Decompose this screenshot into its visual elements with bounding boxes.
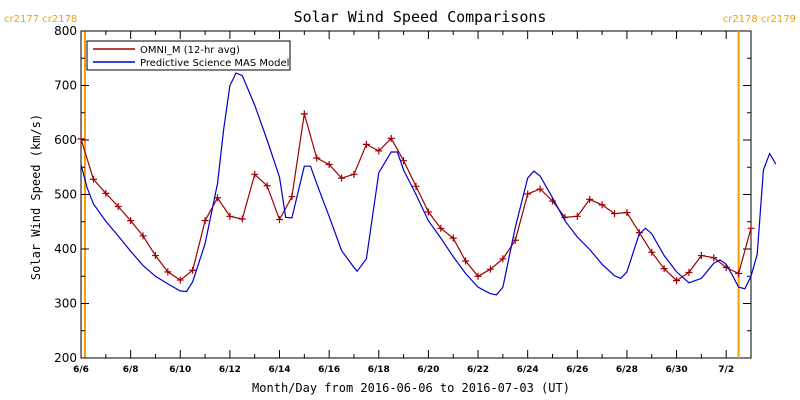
series-point-0-9 (189, 266, 197, 274)
series-point-0-21 (338, 174, 346, 182)
series-layer (77, 72, 777, 296)
series-point-0-15 (263, 182, 271, 190)
x-tick-label-6/6: 6/6 (73, 365, 89, 375)
series-point-0-24 (375, 147, 383, 155)
series-point-0-16 (276, 216, 284, 224)
x-tick-label-6/28: 6/28 (616, 365, 638, 375)
x-tick-label-6/16: 6/16 (318, 365, 340, 375)
series-point-0-4 (127, 217, 135, 225)
x-tick-label-6/14: 6/14 (268, 365, 290, 375)
series-line-0 (80, 113, 752, 282)
series-point-0-25 (387, 134, 395, 142)
chart-title: Solar Wind Speed Comparisons (294, 8, 547, 26)
series-point-0-54 (747, 224, 755, 232)
x-tick-label-6/22: 6/22 (467, 365, 489, 375)
series-point-0-17 (288, 193, 296, 201)
series-point-0-42 (598, 201, 606, 209)
series-point-0-6 (151, 252, 159, 260)
series-point-0-14 (251, 170, 259, 178)
series-point-0-34 (499, 255, 507, 263)
series-point-0-10 (201, 217, 209, 225)
series-point-0-29 (437, 224, 445, 232)
y-tick-label-800: 800 (54, 24, 77, 38)
series-point-0-23 (362, 140, 370, 148)
series-point-0-53 (735, 270, 743, 278)
x-tick-label-6/24: 6/24 (517, 365, 539, 375)
series-point-0-48 (673, 277, 681, 285)
series-point-0-2 (102, 189, 110, 197)
series-point-0-27 (412, 182, 420, 190)
legend-label-omni: OMNI_M (12-hr avg) (140, 45, 240, 56)
x-tick-label-6/20: 6/20 (417, 365, 439, 375)
y-tick-label-200: 200 (54, 351, 77, 365)
series-point-0-12 (226, 212, 234, 220)
series-point-0-47 (660, 265, 668, 273)
series-point-0-32 (474, 272, 482, 280)
series-point-0-49 (685, 268, 693, 276)
series-line-1 (80, 72, 777, 296)
x-tick-label-6/12: 6/12 (219, 365, 241, 375)
series-point-0-31 (462, 257, 470, 265)
series-point-0-40 (573, 212, 581, 220)
series-point-0-30 (449, 234, 457, 242)
series-point-0-26 (400, 157, 408, 165)
series-point-0-43 (611, 210, 619, 218)
carrington-label-1: cr2178 cr2179 (723, 14, 796, 25)
y-tick-label-400: 400 (54, 242, 77, 256)
series-point-0-19 (313, 154, 321, 162)
y-tick-label-500: 500 (54, 188, 77, 202)
series-point-0-3 (114, 202, 122, 210)
x-tick-label-6/8: 6/8 (123, 365, 139, 375)
series-point-0-44 (623, 208, 631, 216)
x-tick-label-7/2: 7/2 (718, 365, 734, 375)
y-axis-label: Solar Wind Speed (km/s) (29, 114, 43, 280)
series-point-0-1 (89, 175, 97, 183)
series-point-0-28 (424, 208, 432, 216)
series-point-0-0 (77, 135, 85, 143)
series-point-0-8 (176, 276, 184, 284)
series-point-0-5 (139, 232, 147, 240)
x-tick-label-6/10: 6/10 (169, 365, 191, 375)
series-point-0-50 (697, 252, 705, 260)
series-point-0-37 (536, 185, 544, 193)
x-tick-label-6/30: 6/30 (666, 365, 688, 375)
series-point-0-33 (486, 265, 494, 273)
carrington-label-0: cr2177 cr2178 (4, 14, 77, 25)
x-tick-label-6/26: 6/26 (566, 365, 588, 375)
series-point-0-13 (238, 215, 246, 223)
series-point-0-18 (300, 110, 308, 118)
series-point-0-36 (524, 190, 532, 198)
series-point-0-41 (586, 195, 594, 203)
series-point-0-7 (164, 268, 172, 276)
x-tick-label-6/18: 6/18 (368, 365, 390, 375)
series-point-0-51 (710, 254, 718, 262)
legend-box (86, 40, 291, 71)
series-point-0-46 (648, 248, 656, 256)
x-axis-label: Month/Day from 2016-06-06 to 2016-07-03 … (252, 381, 570, 395)
series-point-0-22 (350, 170, 358, 178)
y-tick-label-700: 700 (54, 79, 77, 93)
legend-label-mas: Predictive Science MAS Model (140, 58, 289, 69)
legend: OMNI_M (12-hr avg) Predictive Science MA… (86, 40, 291, 71)
series-point-0-20 (325, 161, 333, 169)
y-tick-label-600: 600 (54, 133, 77, 147)
axis-ticks: 200 300 400 500 600 700 800 6/6 6/8 6/10 6/12 6/14 6… (54, 24, 751, 375)
y-tick-label-300: 300 (54, 297, 77, 311)
